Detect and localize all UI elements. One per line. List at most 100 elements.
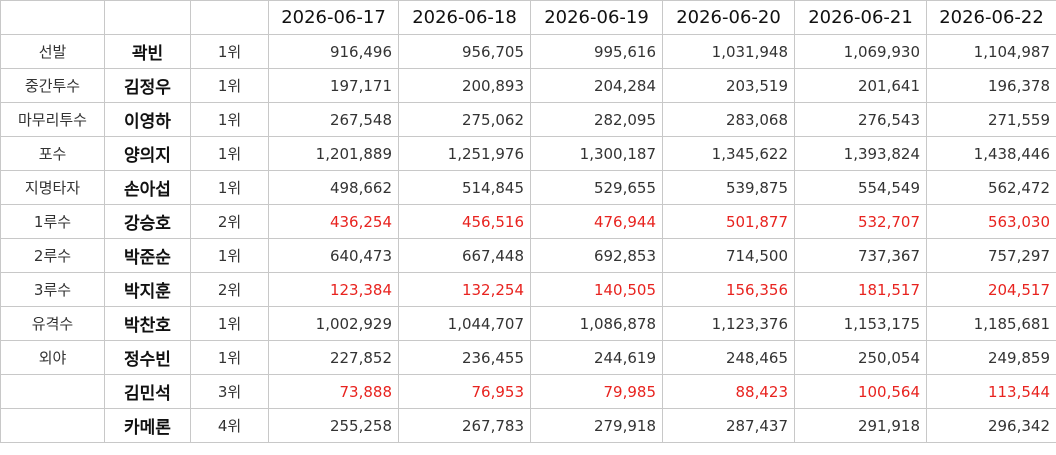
player-name: 박찬호 — [104, 306, 191, 341]
vote-count: 203,519 — [662, 68, 795, 103]
vote-count: 244,619 — [530, 340, 663, 375]
player-row: 중간투수 김정우 1위 197,171 200,893 204,284 203,519 201… — [0, 68, 1056, 103]
vote-count: 554,549 — [794, 170, 927, 205]
date-header: 2026-06-17 — [268, 0, 399, 35]
vote-count: 100,564 — [794, 374, 927, 409]
position: 1루수 — [0, 204, 105, 239]
position: 선발 — [0, 34, 105, 69]
vote-count: 296,342 — [926, 408, 1056, 443]
vote-count: 1,201,889 — [268, 136, 399, 171]
vote-count: 73,888 — [268, 374, 399, 409]
vote-count: 267,783 — [398, 408, 531, 443]
vote-count: 667,448 — [398, 238, 531, 273]
rank: 1위 — [190, 34, 269, 69]
date-header: 2026-06-19 — [530, 0, 663, 35]
player-name: 양의지 — [104, 136, 191, 171]
vote-count: 1,300,187 — [530, 136, 663, 171]
vote-count: 1,044,707 — [398, 306, 531, 341]
vote-count: 236,455 — [398, 340, 531, 375]
vote-count: 539,875 — [662, 170, 795, 205]
vote-count: 200,893 — [398, 68, 531, 103]
vote-count: 132,254 — [398, 272, 531, 307]
vote-count: 714,500 — [662, 238, 795, 273]
vote-count: 1,086,878 — [530, 306, 663, 341]
rank: 1위 — [190, 136, 269, 171]
player-name: 강승호 — [104, 204, 191, 239]
rank: 2위 — [190, 272, 269, 307]
position: 3루수 — [0, 272, 105, 307]
vote-count: 181,517 — [794, 272, 927, 307]
player-row: 유격수 박찬호 1위 1,002,929 1,044,707 1,086,878 1,123… — [0, 306, 1056, 341]
vote-count: 140,505 — [530, 272, 663, 307]
vote-count: 227,852 — [268, 340, 399, 375]
vote-count: 248,465 — [662, 340, 795, 375]
vote-count: 1,153,175 — [794, 306, 927, 341]
rank: 1위 — [190, 170, 269, 205]
vote-count: 156,356 — [662, 272, 795, 307]
position: 유격수 — [0, 306, 105, 341]
vote-count: 532,707 — [794, 204, 927, 239]
vote-count: 737,367 — [794, 238, 927, 273]
vote-count: 916,496 — [268, 34, 399, 69]
vote-count: 283,068 — [662, 102, 795, 137]
vote-count: 640,473 — [268, 238, 399, 273]
vote-count: 563,030 — [926, 204, 1056, 239]
vote-count: 76,953 — [398, 374, 531, 409]
date-header: 2026-06-18 — [398, 0, 531, 35]
vote-count: 267,548 — [268, 102, 399, 137]
player-name: 박지훈 — [104, 272, 191, 307]
header-cell — [190, 0, 269, 35]
player-row: 3루수 박지훈 2위 123,384 132,254 140,505 156,356 181,… — [0, 272, 1056, 307]
position: 포수 — [0, 136, 105, 171]
vote-count: 271,559 — [926, 102, 1056, 137]
vote-count: 1,251,976 — [398, 136, 531, 171]
position — [0, 374, 105, 409]
date-header: 2026-06-21 — [794, 0, 927, 35]
vote-count: 250,054 — [794, 340, 927, 375]
position: 지명타자 — [0, 170, 105, 205]
position — [0, 408, 105, 443]
vote-count: 476,944 — [530, 204, 663, 239]
player-name: 정수빈 — [104, 340, 191, 375]
position: 외야 — [0, 340, 105, 375]
header-cell — [0, 0, 105, 35]
vote-count: 123,384 — [268, 272, 399, 307]
vote-count: 1,123,376 — [662, 306, 795, 341]
player-row: 포수 양의지 1위 1,201,889 1,251,976 1,300,187 1,345,… — [0, 136, 1056, 171]
vote-count: 276,543 — [794, 102, 927, 137]
vote-count: 201,641 — [794, 68, 927, 103]
vote-count: 279,918 — [530, 408, 663, 443]
rank: 1위 — [190, 68, 269, 103]
player-row: 카메론 4위 255,258 267,783 279,918 287,437 291,918… — [0, 408, 1056, 443]
rank: 2위 — [190, 204, 269, 239]
vote-count: 562,472 — [926, 170, 1056, 205]
vote-count: 1,104,987 — [926, 34, 1056, 69]
vote-count: 956,705 — [398, 34, 531, 69]
vote-count: 1,345,622 — [662, 136, 795, 171]
vote-count: 1,069,930 — [794, 34, 927, 69]
vote-count: 456,516 — [398, 204, 531, 239]
position: 2루수 — [0, 238, 105, 273]
vote-count: 249,859 — [926, 340, 1056, 375]
vote-count: 113,544 — [926, 374, 1056, 409]
vote-count: 529,655 — [530, 170, 663, 205]
player-name: 김정우 — [104, 68, 191, 103]
rank: 3위 — [190, 374, 269, 409]
vote-count: 275,062 — [398, 102, 531, 137]
header-cell — [104, 0, 191, 35]
date-header: 2026-06-20 — [662, 0, 795, 35]
player-row: 외야 정수빈 1위 227,852 236,455 244,619 248,465 250,0… — [0, 340, 1056, 375]
vote-count: 995,616 — [530, 34, 663, 69]
player-row: 김민석 3위 73,888 76,953 79,985 88,423 100,564 113,… — [0, 374, 1056, 409]
rank: 1위 — [190, 306, 269, 341]
vote-count: 197,171 — [268, 68, 399, 103]
player-name: 김민석 — [104, 374, 191, 409]
player-row: 마무리투수 이영하 1위 267,548 275,062 282,095 283,068 27… — [0, 102, 1056, 137]
rank: 1위 — [190, 238, 269, 273]
vote-count: 1,393,824 — [794, 136, 927, 171]
player-row: 1루수 강승호 2위 436,254 456,516 476,944 501,877 532,… — [0, 204, 1056, 239]
vote-count: 287,437 — [662, 408, 795, 443]
date-header: 2026-06-22 — [926, 0, 1056, 35]
vote-count: 196,378 — [926, 68, 1056, 103]
player-row: 지명타자 손아섭 1위 498,662 514,845 529,655 539,875 554… — [0, 170, 1056, 205]
